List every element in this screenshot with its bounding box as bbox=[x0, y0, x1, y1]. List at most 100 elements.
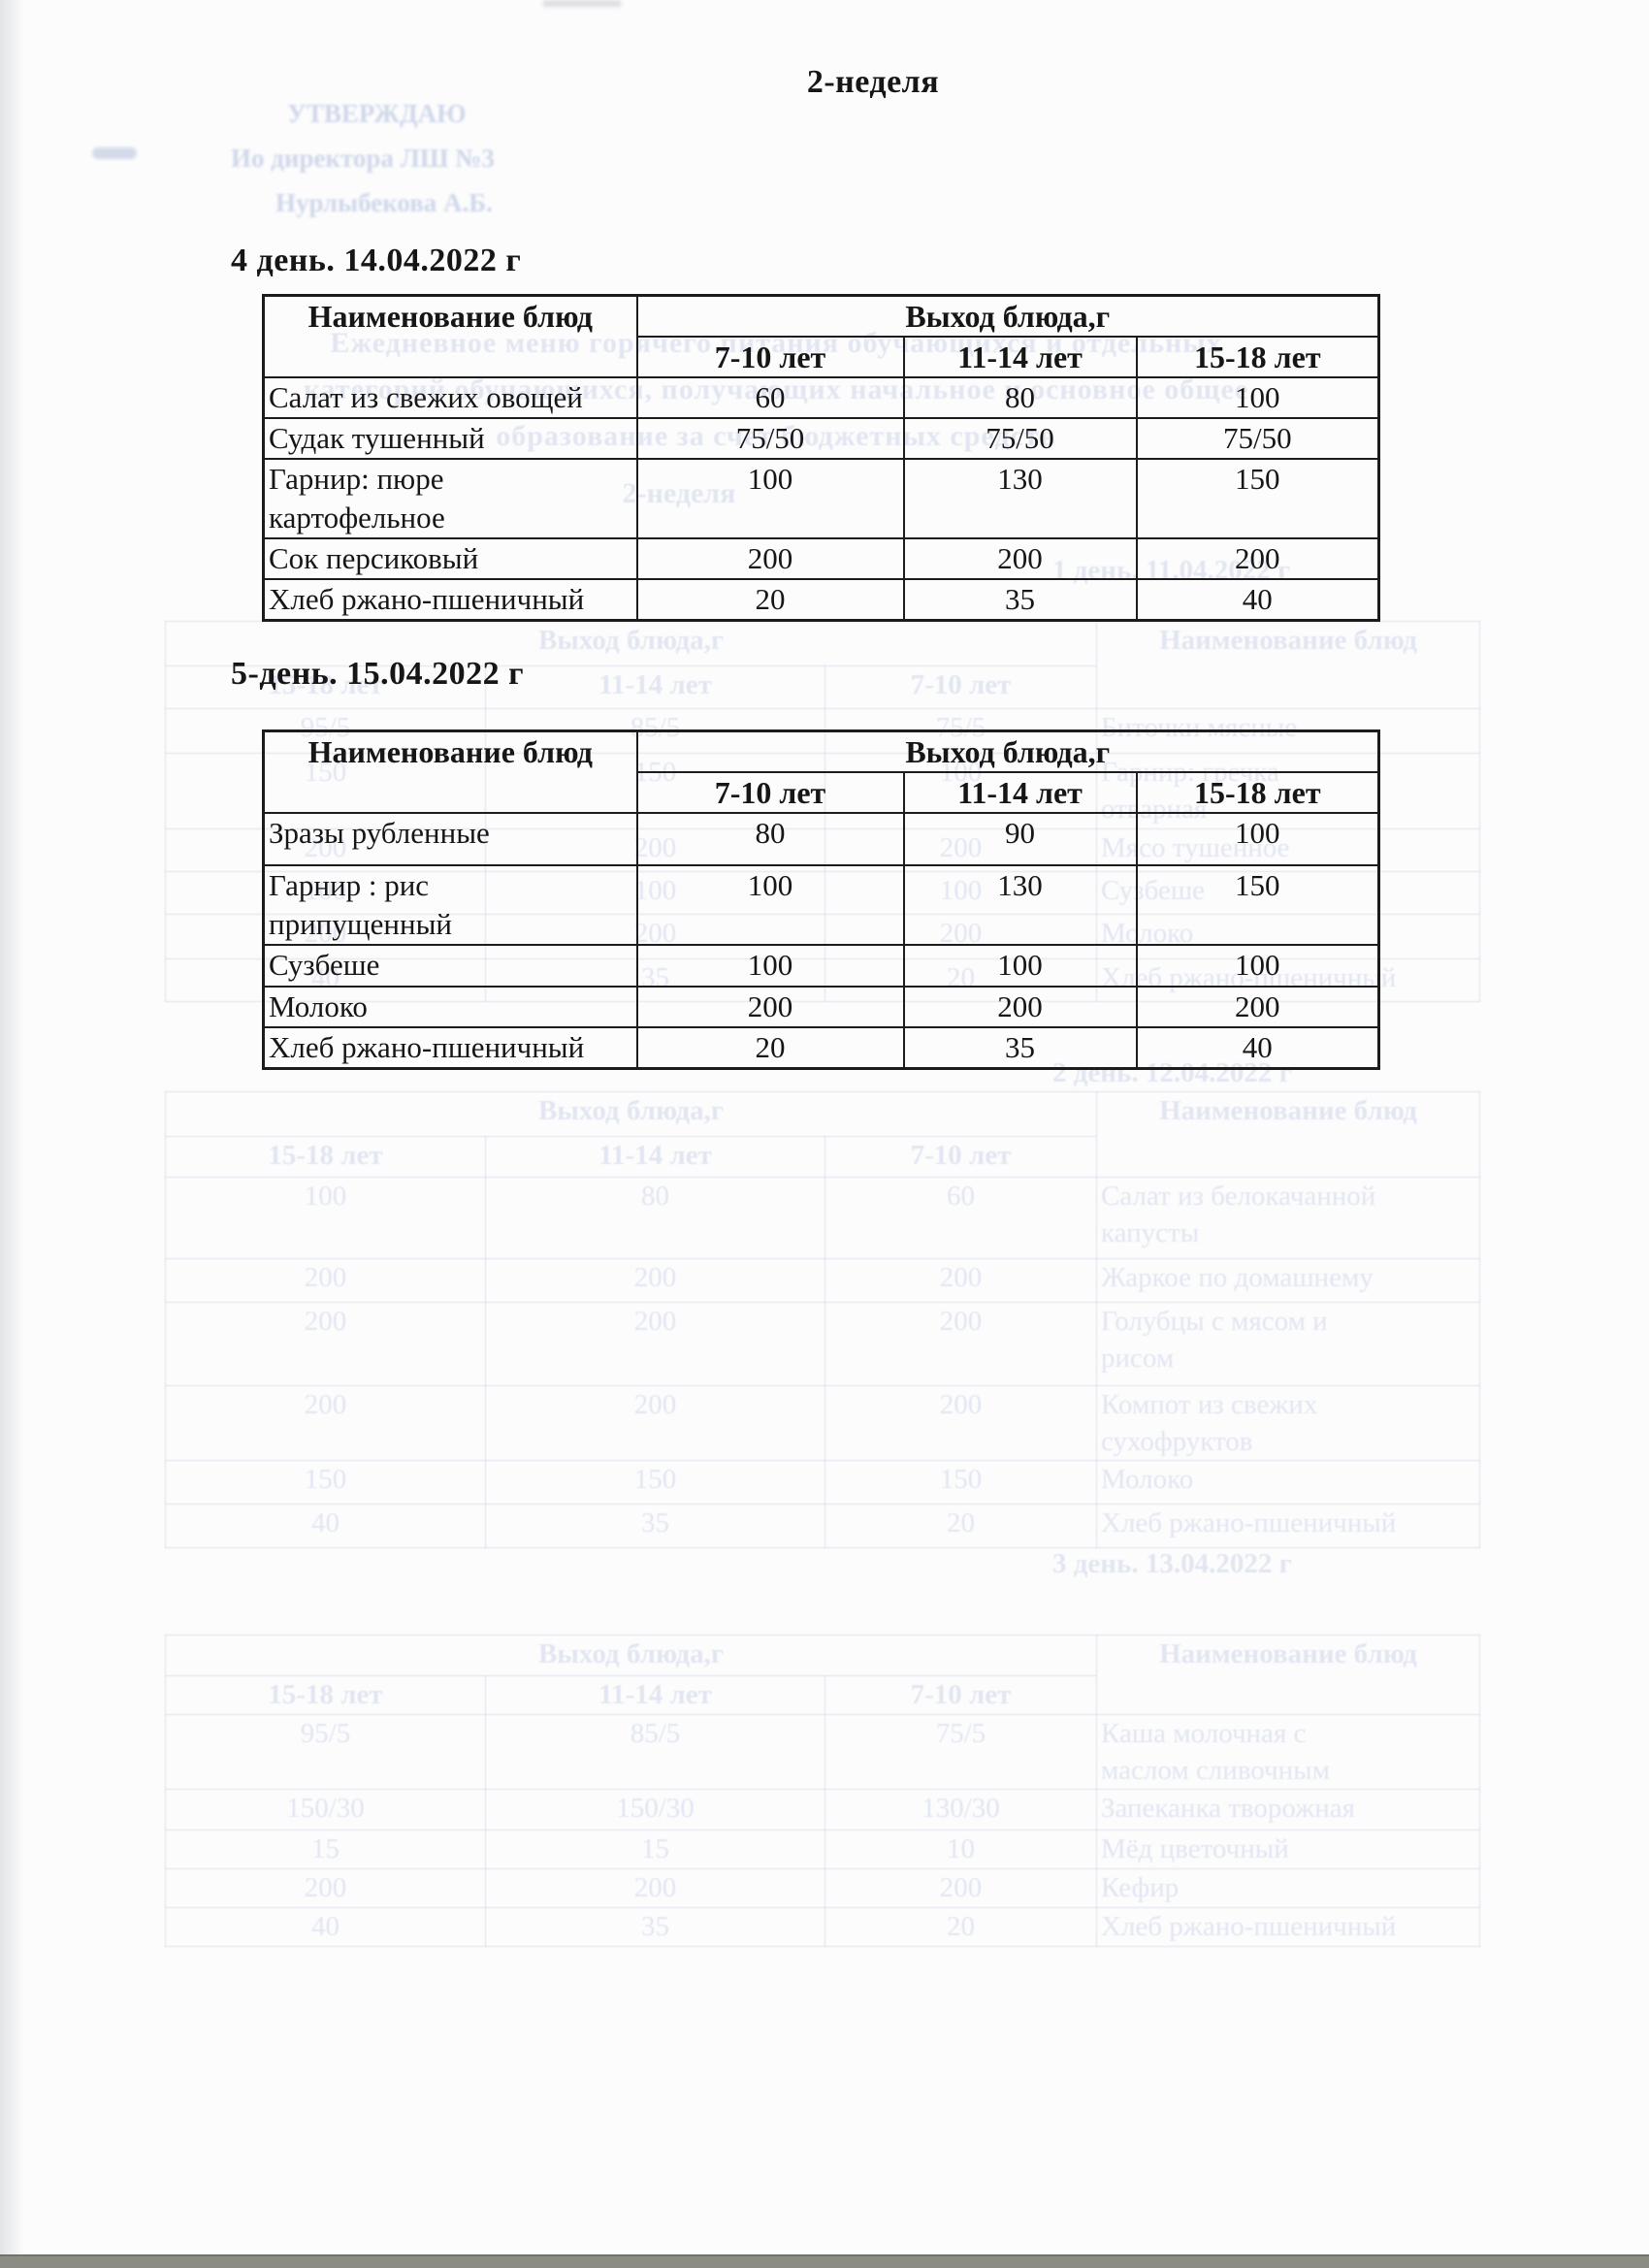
value-cell-15-18: 200 bbox=[1135, 537, 1380, 580]
column-header-11-14: 11-14 лет bbox=[902, 336, 1138, 378]
dish-name-cell: Салат из свежих овощей bbox=[262, 376, 638, 419]
ghost-value-cell: 200 bbox=[824, 1385, 1097, 1461]
ghost-table-row: 100 80 60 Салат из белокачанной капусты bbox=[165, 1177, 1480, 1259]
output-header: Выход блюда,г bbox=[635, 294, 1380, 338]
ghost-column-header-7-10: 7-10 лет bbox=[824, 1136, 1097, 1178]
column-header-7-10: 7-10 лет bbox=[635, 336, 905, 378]
ghost-value-cell: 200 bbox=[485, 1302, 825, 1386]
value-cell-11-14: 130 bbox=[902, 458, 1138, 539]
ghost-dish-name-cell: Голубцы с мясом и рисом bbox=[1096, 1302, 1480, 1386]
value-cell-11-14: 200 bbox=[902, 986, 1138, 1028]
day5-heading: 5-день. 15.04.2022 г bbox=[231, 656, 525, 692]
ghost-value-cell: 200 bbox=[824, 1258, 1097, 1303]
ghost-column-header-15-18: 15-18 лет bbox=[165, 1675, 486, 1715]
value-cell-7-10: 200 bbox=[635, 537, 905, 580]
ghost-column-header-11-14: 11-14 лет bbox=[485, 665, 825, 709]
ghost-column-header-15-18: 15-18 лет bbox=[165, 1136, 486, 1178]
value-cell-15-18: 150 bbox=[1135, 458, 1380, 539]
ghost-value-cell: 40 bbox=[165, 1504, 486, 1548]
value-cell-7-10: 80 bbox=[635, 812, 905, 866]
ghost-dish-name-cell: Салат из белокачанной капусты bbox=[1096, 1177, 1480, 1259]
value-cell-15-18: 200 bbox=[1135, 986, 1380, 1028]
ghost-output-header: Выход блюда,г bbox=[165, 1635, 1097, 1676]
ghost-value-cell: 80 bbox=[485, 1177, 825, 1259]
ghost-ink-mark bbox=[92, 147, 137, 159]
value-cell-15-18: 100 bbox=[1135, 376, 1380, 419]
column-header-11-14: 11-14 лет bbox=[902, 771, 1138, 814]
ghost-dish-name-cell: Каша молочная с маслом сливочным bbox=[1096, 1714, 1480, 1790]
table-header-row: 7-10 лет 11-14 лет 15-18 лет bbox=[264, 771, 1380, 814]
ghost-dish-name-cell: Молоко bbox=[1096, 1460, 1480, 1505]
value-cell-11-14: 100 bbox=[902, 944, 1138, 988]
ghost-approval-line: Нурлыбекова А.Б. bbox=[275, 188, 493, 217]
ghost-column-header-15-18: 15-18 лет bbox=[165, 665, 486, 709]
value-cell-15-18: 150 bbox=[1135, 864, 1380, 946]
table-row: Молоко 200 200 200 bbox=[262, 986, 1380, 1028]
ghost-value-cell: 200 bbox=[165, 1385, 486, 1461]
dish-name-cell: Судак тушенный bbox=[262, 417, 638, 460]
ghost-value-cell: 15 bbox=[485, 1830, 825, 1869]
value-cell-11-14: 130 bbox=[902, 864, 1138, 946]
dish-name-cell: Сузбеше bbox=[262, 944, 638, 988]
table-row: Хлеб ржано-пшеничный 20 35 40 bbox=[262, 578, 1380, 622]
table-header-row: 7-10 лет 11-14 лет 15-18 лет bbox=[264, 336, 1380, 378]
ghost-table-row: 200 200 200 Кефир bbox=[165, 1868, 1480, 1908]
ghost-header-row: 15-18 лет 11-14 лет 7-10 лет bbox=[165, 1675, 1480, 1715]
ghost-approval-block: УТВЕРЖДАЮ Ио директора ЛШ №3 Нурлыбекова… bbox=[231, 91, 495, 225]
value-cell-7-10: 20 bbox=[635, 578, 905, 622]
ghost-value-cell: 200 bbox=[485, 1385, 825, 1461]
table-row: Судак тушенный 75/50 75/50 75/50 bbox=[262, 417, 1380, 460]
column-header-15-18: 15-18 лет bbox=[1135, 336, 1380, 378]
ghost-value-cell: 150/30 bbox=[485, 1789, 825, 1831]
table-row: Сок персиковый 200 200 200 bbox=[262, 537, 1380, 580]
dish-name-cell: Зразы рубленные bbox=[262, 812, 638, 866]
ghost-value-cell: 200 bbox=[165, 1302, 486, 1386]
ghost-value-cell: 75/5 bbox=[824, 1714, 1097, 1790]
ghost-value-cell: 35 bbox=[485, 1504, 825, 1548]
ghost-table-row: 40 35 20 Хлеб ржано-пшеничный bbox=[165, 1504, 1480, 1548]
dish-name-cell: Хлеб ржано-пшеничный bbox=[262, 578, 638, 622]
name-column-header: Наименование блюд bbox=[262, 729, 638, 814]
ghost-name-header: Наименование блюд bbox=[1096, 1091, 1480, 1178]
ghost-value-cell: 200 bbox=[824, 1868, 1097, 1908]
value-cell-7-10: 100 bbox=[635, 458, 905, 539]
ghost-column-header-11-14: 11-14 лет bbox=[485, 1136, 825, 1178]
ghost-approval-line: УТВЕРЖДАЮ bbox=[287, 99, 467, 128]
value-cell-11-14: 80 bbox=[902, 376, 1138, 419]
ghost-value-cell: 200 bbox=[485, 1258, 825, 1303]
ghost-dish-name-cell: Жаркое по домашнему bbox=[1096, 1258, 1480, 1303]
ghost-output-header: Выход блюда,г bbox=[165, 621, 1097, 666]
ghost-dish-name-cell: Мёд цветочный bbox=[1096, 1830, 1480, 1869]
ghost-table-row: 95/5 85/5 75/5 Каша молочная с маслом сл… bbox=[165, 1714, 1480, 1790]
value-cell-7-10: 100 bbox=[635, 864, 905, 946]
column-header-15-18: 15-18 лет bbox=[1135, 771, 1380, 814]
value-cell-7-10: 200 bbox=[635, 986, 905, 1028]
ghost-table-body: 100 80 60 Салат из белокачанной капусты … bbox=[165, 1177, 1480, 1548]
ghost-table-row: 40 35 20 Хлеб ржано-пшеничный bbox=[165, 1907, 1480, 1947]
value-cell-11-14: 35 bbox=[902, 1026, 1138, 1070]
dish-name-cell: Гарнир: пюре картофельное bbox=[262, 458, 638, 539]
ghost-table-row: 15 15 10 Мёд цветочный bbox=[165, 1830, 1480, 1869]
ghost-table-body: 95/5 85/5 75/5 Каша молочная с маслом сл… bbox=[165, 1714, 1480, 1947]
ghost-value-cell: 85/5 bbox=[485, 1714, 825, 1790]
ghost-value-cell: 35 bbox=[485, 1907, 825, 1947]
ghost-approval-line: Ио директора ЛШ №3 bbox=[231, 144, 495, 173]
dish-name-cell: Сок персиковый bbox=[262, 537, 638, 580]
value-cell-7-10: 100 bbox=[635, 944, 905, 988]
table-row: Сузбеше 100 100 100 bbox=[262, 944, 1380, 988]
table-row: Зразы рубленные 80 90 100 bbox=[262, 812, 1380, 866]
name-column-header: Наименование блюд bbox=[262, 294, 638, 378]
dish-name-cell: Молоко bbox=[262, 986, 638, 1028]
dish-name-cell: Хлеб ржано-пшеничный bbox=[262, 1026, 638, 1070]
ghost-value-cell: 150 bbox=[165, 1460, 486, 1505]
value-cell-15-18: 75/50 bbox=[1135, 417, 1380, 460]
column-header-7-10: 7-10 лет bbox=[635, 771, 905, 814]
value-cell-7-10: 75/50 bbox=[635, 417, 905, 460]
table-row: Гарнир: пюре картофельное 100 130 150 bbox=[262, 458, 1380, 539]
ghost-day3-heading: 3 день. 13.04.2022 г bbox=[1052, 1548, 1292, 1579]
output-header: Выход блюда,г bbox=[635, 729, 1380, 773]
value-cell-15-18: 40 bbox=[1135, 578, 1380, 622]
ghost-menu-table-day2: Выход блюда,г Наименование блюд 15-18 ле… bbox=[165, 1091, 1480, 1548]
value-cell-11-14: 75/50 bbox=[902, 417, 1138, 460]
